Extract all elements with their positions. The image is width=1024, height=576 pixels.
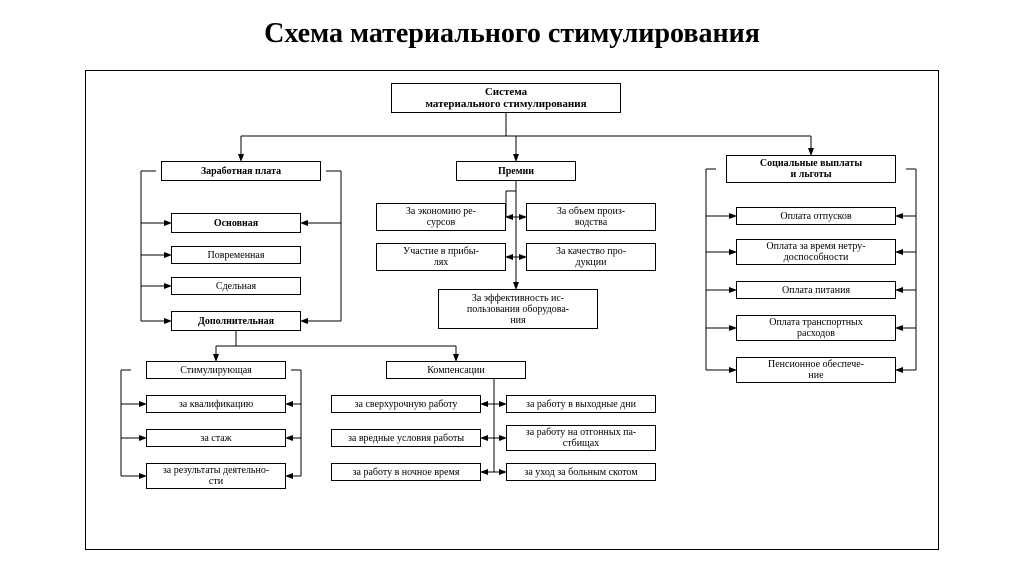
node-s_pens: Пенсионное обеспече-ние [736, 357, 896, 383]
node-salary: Заработная плата [161, 161, 321, 181]
flowchart-frame: Системаматериального стимулирования Зараб… [85, 70, 939, 550]
node-b_eff: За эффективность ис-пользования оборудов… [438, 289, 598, 329]
node-c_over: за сверхурочную работу [331, 395, 481, 413]
node-comp: Компенсации [386, 361, 526, 379]
page-title: Схема материального стимулирования [0, 0, 1024, 50]
node-c_harm: за вредные условия работы [331, 429, 481, 447]
node-st_perf: за результаты деятельно-сти [146, 463, 286, 489]
node-st_sen: за стаж [146, 429, 286, 447]
node-c_week: за работу в выходные дни [506, 395, 656, 413]
node-stim: Стимулирующая [146, 361, 286, 379]
node-b_prof: Участие в прибы-лях [376, 243, 506, 271]
node-b_qual: За качество про-дукции [526, 243, 656, 271]
node-s_vac: Оплата отпусков [736, 207, 896, 225]
node-piece: Сдельная [171, 277, 301, 295]
node-s_food: Оплата питания [736, 281, 896, 299]
node-s_trans: Оплата транспортныхрасходов [736, 315, 896, 341]
node-bonus: Премии [456, 161, 576, 181]
node-st_qual: за квалификацию [146, 395, 286, 413]
node-c_past: за работу на отгонных па-стбищах [506, 425, 656, 451]
node-s_inc: Оплата за время нетру-доспособности [736, 239, 896, 265]
node-c_night: за работу в ночное время [331, 463, 481, 481]
node-root: Системаматериального стимулирования [391, 83, 621, 113]
node-time: Повременная [171, 246, 301, 264]
node-social: Социальные выплатыи льготы [726, 155, 896, 183]
node-basic: Основная [171, 213, 301, 233]
node-b_vol: За объем произ-водства [526, 203, 656, 231]
node-b_econ: За экономию ре-сурсов [376, 203, 506, 231]
node-c_sick: за уход за больным скотом [506, 463, 656, 481]
node-addl: Дополнительная [171, 311, 301, 331]
